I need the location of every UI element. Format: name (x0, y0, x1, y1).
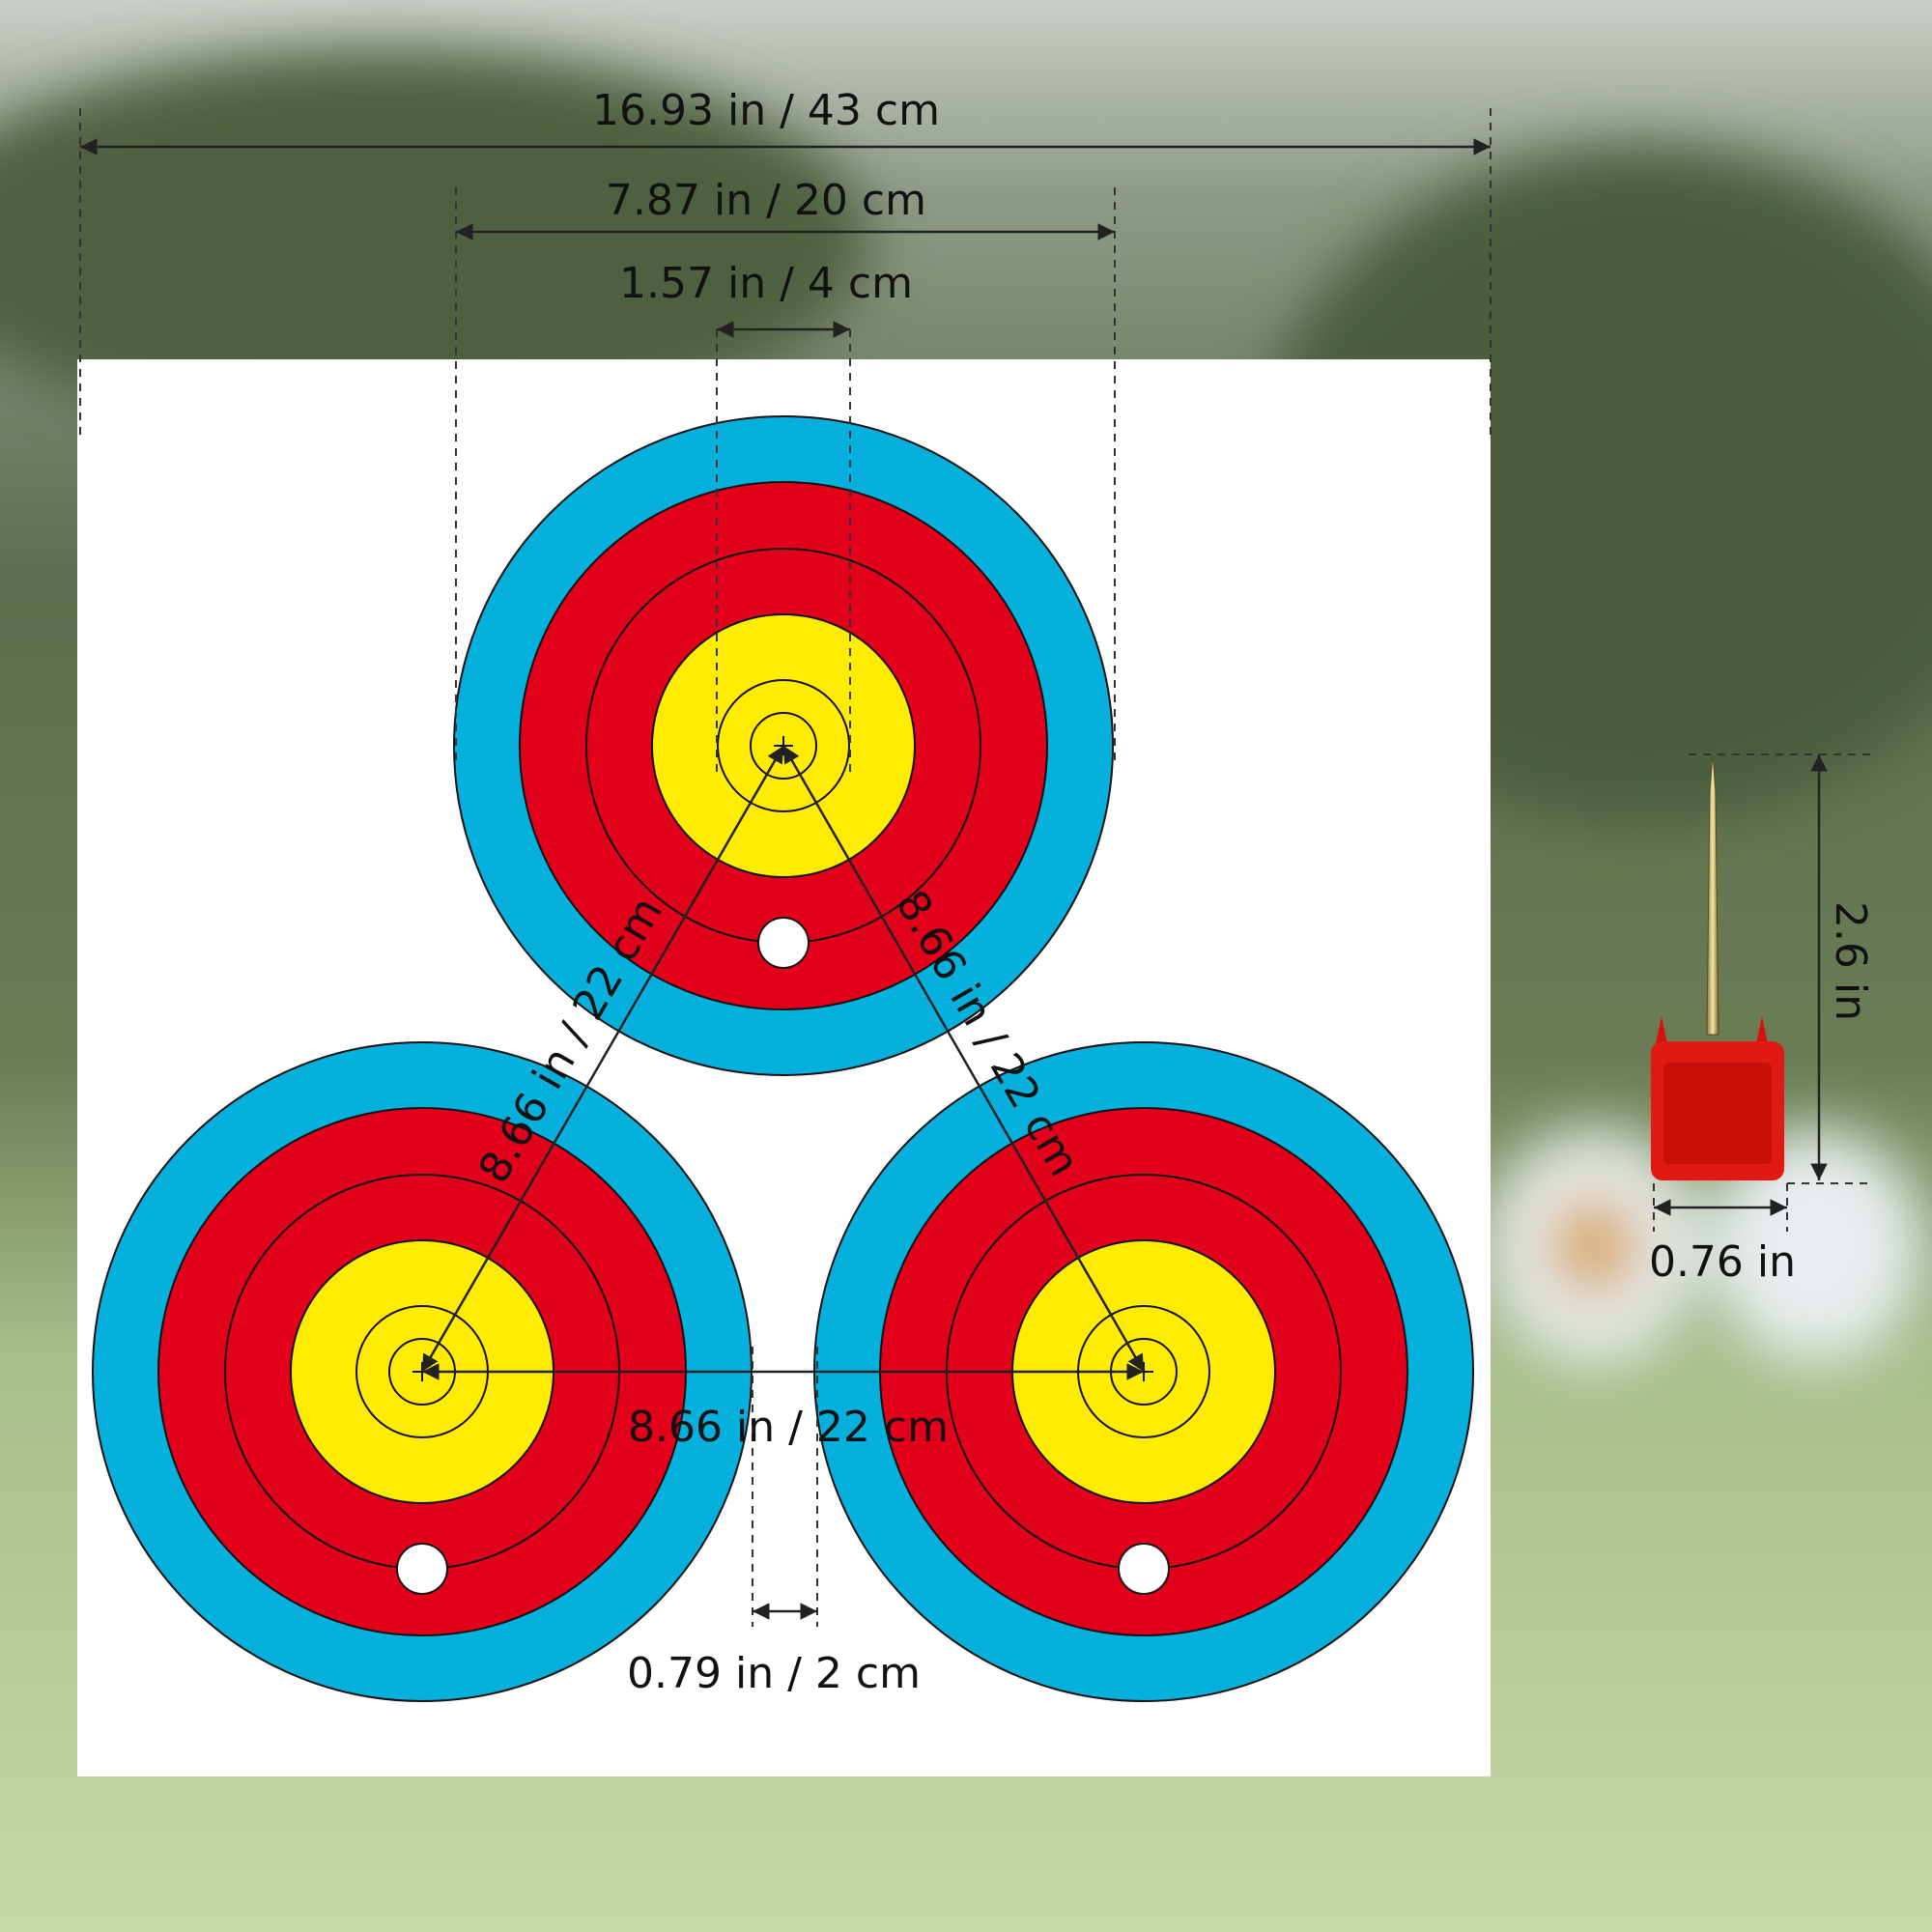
hole (396, 1543, 448, 1595)
gap-label: 0.79 in / 2 cm (627, 1649, 921, 1698)
hole (757, 917, 810, 969)
pin-height-label: 2.6 in (1826, 901, 1875, 1021)
bottom-distance-label: 8.66 in / 22 cm (628, 1403, 949, 1452)
hole (1118, 1543, 1170, 1595)
target-diameter-label: 7.87 in / 20 cm (606, 176, 926, 225)
target-pin (1651, 753, 1874, 1232)
overall-width-label: 16.93 in / 43 cm (592, 86, 940, 135)
center-diameter-label: 1.57 in / 4 cm (619, 259, 913, 308)
dimension-lines (79, 108, 1492, 1627)
pin-width-label: 0.76 in (1649, 1237, 1796, 1287)
